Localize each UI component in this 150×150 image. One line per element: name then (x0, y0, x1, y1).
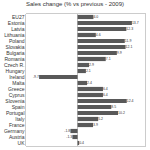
svg-text:12.1: 12.1 (126, 45, 133, 49)
svg-text:Greece: Greece (8, 86, 25, 92)
svg-text:8.5: 8.5 (111, 105, 116, 109)
svg-text:Portugal: Portugal (6, 110, 25, 116)
svg-text:7.1: 7.1 (106, 57, 111, 61)
svg-text:Lithuania: Lithuania (4, 32, 25, 38)
svg-text:6.4: 6.4 (103, 87, 108, 91)
svg-text:UK: UK (18, 140, 26, 146)
svg-text:3.9: 3.9 (93, 123, 98, 127)
svg-text:-9.7: -9.7 (33, 75, 39, 79)
svg-text:Ireland: Ireland (9, 74, 25, 80)
svg-text:12.4: 12.4 (127, 99, 134, 103)
svg-text:0.4: 0.4 (79, 141, 84, 145)
svg-text:Spain: Spain (12, 104, 25, 110)
svg-text:2.4: 2.4 (87, 81, 92, 85)
svg-text:4.0: 4.0 (93, 15, 98, 19)
svg-text:Hungary: Hungary (6, 68, 25, 74)
svg-text:5.2: 5.2 (98, 117, 103, 121)
svg-text:Slovenia: Slovenia (5, 98, 24, 104)
svg-text:12.3: 12.3 (126, 27, 133, 31)
svg-text:Sales change (% vs previous -: Sales change (% vs previous - 2009) (26, 1, 124, 7)
svg-text:Romania: Romania (4, 56, 24, 62)
svg-text:9.9: 9.9 (117, 51, 122, 55)
svg-text:Latvia: Latvia (11, 26, 25, 32)
svg-text:Bulgaria: Bulgaria (6, 50, 25, 56)
svg-text:6.4: 6.4 (103, 93, 108, 97)
svg-text:4.6: 4.6 (96, 33, 101, 37)
svg-text:Czech R.: Czech R. (4, 62, 25, 68)
svg-text:Estonia: Estonia (8, 20, 25, 26)
svg-text:EU27: EU27 (12, 14, 25, 20)
svg-text:2.1: 2.1 (86, 69, 91, 73)
svg-text:11.9: 11.9 (125, 39, 132, 43)
svg-text:Austria: Austria (9, 134, 25, 140)
svg-text:Germany: Germany (4, 128, 25, 134)
svg-text:2.9: 2.9 (89, 63, 94, 67)
svg-text:Italy: Italy (15, 116, 25, 122)
svg-text:France: France (9, 122, 25, 128)
svg-text:13.7: 13.7 (132, 21, 139, 25)
svg-text:Cyprus: Cyprus (9, 92, 25, 98)
svg-text:10.2: 10.2 (118, 111, 125, 115)
svg-text:-1.3: -1.3 (66, 135, 72, 139)
svg-text:Slovakia: Slovakia (6, 44, 25, 50)
svg-text:Poland: Poland (9, 38, 25, 44)
svg-text:Malta: Malta (12, 80, 24, 86)
svg-text:-1.8: -1.8 (64, 129, 70, 133)
